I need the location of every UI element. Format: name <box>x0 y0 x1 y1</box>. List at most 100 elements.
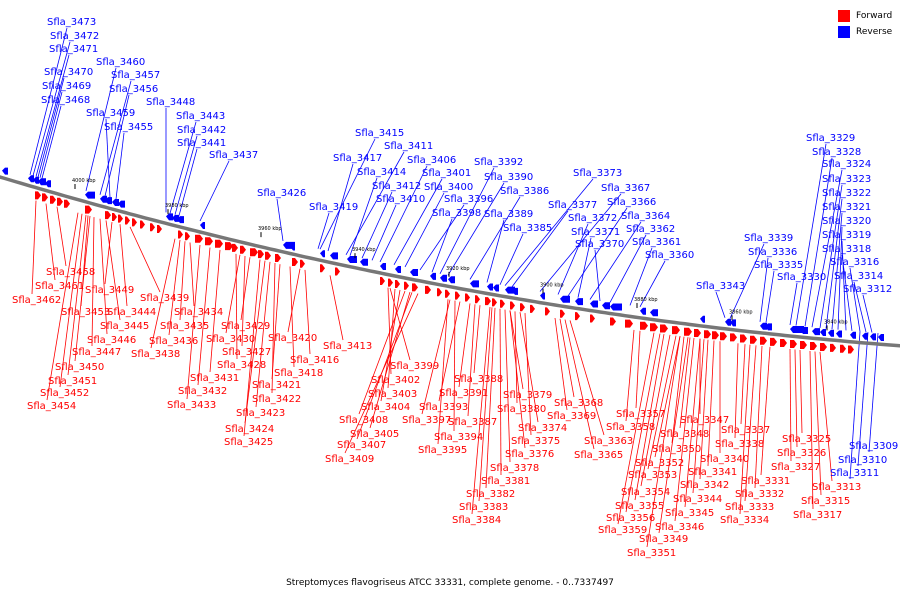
forward-gene[interactable] <box>132 218 137 227</box>
gene-label[interactable]: Sfla_3452 <box>40 388 89 399</box>
gene-label[interactable]: Sfla_3329 <box>806 133 855 144</box>
gene-label[interactable]: Sfla_3436 <box>149 336 198 347</box>
gene-label[interactable]: Sfla_3446 <box>87 335 136 346</box>
forward-gene[interactable] <box>800 341 807 349</box>
gene-label[interactable]: Sfla_3345 <box>665 508 714 519</box>
forward-gene[interactable] <box>85 205 92 214</box>
reverse-gene[interactable] <box>320 250 325 258</box>
forward-gene[interactable] <box>42 193 48 202</box>
forward-gene[interactable] <box>258 250 264 259</box>
forward-gene[interactable] <box>590 314 595 323</box>
forward-gene[interactable] <box>750 335 757 344</box>
gene-label[interactable]: Sfla_3426 <box>257 188 306 199</box>
gene-label[interactable]: Sfla_3442 <box>177 125 226 136</box>
gene-label[interactable]: Sfla_3333 <box>725 502 774 513</box>
gene-label[interactable]: Sfla_3325 <box>782 434 831 445</box>
gene-label[interactable]: Sfla_3330 <box>777 272 826 283</box>
reverse-gene[interactable] <box>430 272 436 280</box>
forward-gene[interactable] <box>465 293 470 302</box>
reverse-gene[interactable] <box>395 265 401 273</box>
gene-label[interactable]: Sfla_3462 <box>12 295 61 306</box>
gene-label[interactable]: Sfla_3353 <box>628 470 677 481</box>
gene-label[interactable]: Sfla_3366 <box>607 197 656 208</box>
gene-label[interactable]: Sfla_3434 <box>174 307 223 318</box>
forward-gene[interactable] <box>215 239 223 248</box>
reverse-gene[interactable] <box>700 315 705 323</box>
reverse-gene[interactable] <box>105 197 112 205</box>
gene-label[interactable]: Sfla_3367 <box>601 183 650 194</box>
forward-gene[interactable] <box>575 312 580 321</box>
forward-gene[interactable] <box>388 278 393 287</box>
forward-gene[interactable] <box>240 245 246 254</box>
forward-gene[interactable] <box>265 251 271 260</box>
reverse-gene[interactable] <box>790 325 804 333</box>
reverse-gene[interactable] <box>850 331 856 339</box>
forward-gene[interactable] <box>780 338 787 347</box>
gene-label[interactable]: Sfla_3389 <box>484 209 533 220</box>
gene-label[interactable]: Sfla_3409 <box>325 454 374 465</box>
gene-label[interactable]: Sfla_3422 <box>252 394 301 405</box>
reverse-gene[interactable] <box>760 322 767 330</box>
reverse-gene[interactable] <box>45 180 51 188</box>
gene-label[interactable]: Sfla_3408 <box>339 415 388 426</box>
gene-label[interactable]: Sfla_3443 <box>176 111 225 122</box>
gene-label[interactable]: Sfla_3407 <box>337 440 386 451</box>
reverse-gene[interactable] <box>862 332 868 340</box>
reverse-gene[interactable] <box>505 286 515 294</box>
gene-label[interactable]: Sfla_3429 <box>221 321 270 332</box>
gene-label[interactable]: Sfla_3354 <box>621 487 670 498</box>
gene-label[interactable]: Sfla_3439 <box>140 293 189 304</box>
reverse-gene[interactable] <box>590 300 598 308</box>
reverse-gene[interactable] <box>800 327 808 334</box>
forward-gene[interactable] <box>395 279 400 288</box>
gene-label[interactable]: Sfla_3432 <box>178 386 227 397</box>
gene-label[interactable]: Sfla_3369 <box>547 411 596 422</box>
gene-label[interactable]: Sfla_3318 <box>822 244 871 255</box>
forward-gene[interactable] <box>105 211 111 220</box>
forward-gene[interactable] <box>672 326 680 335</box>
gene-label[interactable]: Sfla_3424 <box>225 424 274 435</box>
gene-label[interactable]: Sfla_3380 <box>497 404 546 415</box>
gene-label[interactable]: Sfla_3390 <box>484 172 533 183</box>
forward-gene[interactable] <box>475 295 480 304</box>
gene-label[interactable]: Sfla_3451 <box>48 376 97 387</box>
gene-label[interactable]: Sfla_3360 <box>645 250 694 261</box>
reverse-gene[interactable] <box>38 178 46 186</box>
gene-label[interactable]: Sfla_3373 <box>573 168 622 179</box>
gene-label[interactable]: Sfla_3347 <box>680 415 729 426</box>
gene-label[interactable]: Sfla_3468 <box>41 95 90 106</box>
forward-gene[interactable] <box>760 336 767 345</box>
gene-label[interactable]: Sfla_3400 <box>424 182 473 193</box>
gene-label[interactable]: Sfla_3447 <box>72 347 121 358</box>
gene-label[interactable]: Sfla_3411 <box>384 141 433 152</box>
gene-label[interactable]: Sfla_3336 <box>748 247 797 258</box>
gene-label[interactable]: Sfla_3368 <box>554 398 603 409</box>
forward-gene[interactable] <box>704 330 711 339</box>
forward-gene[interactable] <box>50 195 56 204</box>
forward-gene[interactable] <box>650 323 658 332</box>
gene-label[interactable]: Sfla_3473 <box>47 17 96 28</box>
gene-label[interactable]: Sfla_3398 <box>432 208 481 219</box>
gene-label[interactable]: Sfla_3431 <box>190 373 239 384</box>
forward-gene[interactable] <box>157 225 162 234</box>
gene-label[interactable]: Sfla_3412 <box>372 181 421 192</box>
gene-label[interactable]: Sfla_3383 <box>459 502 508 513</box>
gene-label[interactable]: Sfla_3340 <box>700 454 749 465</box>
gene-label[interactable]: Sfla_3382 <box>466 489 515 500</box>
gene-label[interactable]: Sfla_3405 <box>350 429 399 440</box>
reverse-gene[interactable] <box>812 328 820 336</box>
gene-label[interactable]: Sfla_3441 <box>177 138 226 149</box>
reverse-gene[interactable] <box>487 283 493 291</box>
forward-gene[interactable] <box>300 259 305 268</box>
gene-label[interactable]: Sfla_3319 <box>822 230 871 241</box>
gene-label[interactable]: Sfla_3397 <box>402 415 451 426</box>
forward-gene[interactable] <box>437 288 442 297</box>
gene-label[interactable]: Sfla_3392 <box>474 157 523 168</box>
gene-label[interactable]: Sfla_3428 <box>217 360 266 371</box>
gene-label[interactable]: Sfla_3370 <box>575 239 624 250</box>
gene-label[interactable]: Sfla_3334 <box>720 515 769 526</box>
reverse-gene[interactable] <box>380 262 386 270</box>
gene-label[interactable]: Sfla_3433 <box>167 400 216 411</box>
reverse-gene[interactable] <box>330 252 338 260</box>
forward-gene[interactable] <box>225 242 233 251</box>
